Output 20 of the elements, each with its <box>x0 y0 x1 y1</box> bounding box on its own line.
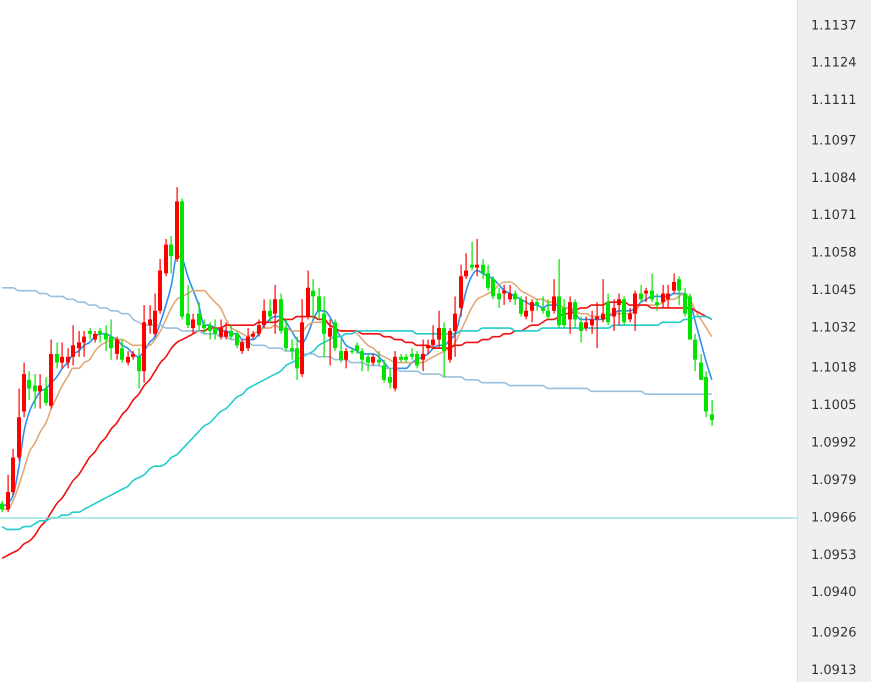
y-tick-label: 1.0926 <box>811 625 856 640</box>
y-tick-label: 1.1071 <box>811 208 856 224</box>
y-tick-label: 1.0953 <box>811 548 856 563</box>
y-tick-label: 1.1018 <box>811 360 856 376</box>
y-tick-label: 1.1084 <box>811 170 856 186</box>
y-tick-label: 1.0992 <box>811 436 856 451</box>
y-tick-label: 1.1032 <box>811 320 856 336</box>
y-tick-label: 1.0913 <box>811 662 856 678</box>
line-series <box>1 316 713 530</box>
y-tick-label: 1.0966 <box>811 510 856 526</box>
y-tick-label: 1.1111 <box>811 93 856 108</box>
y-tick-label: 1.1045 <box>811 283 856 298</box>
line-series <box>1 286 713 396</box>
y-tick-label: 1.1005 <box>811 398 856 414</box>
y-tick-label: 1.1058 <box>811 246 856 261</box>
y-tick-label: 1.0940 <box>811 585 856 600</box>
y-tick-label: 1.1124 <box>811 56 856 71</box>
y-tick-label: 1.1097 <box>811 133 856 148</box>
y-tick-label: 1.0979 <box>811 472 856 488</box>
y-tick-label: 1.1137 <box>811 18 856 34</box>
